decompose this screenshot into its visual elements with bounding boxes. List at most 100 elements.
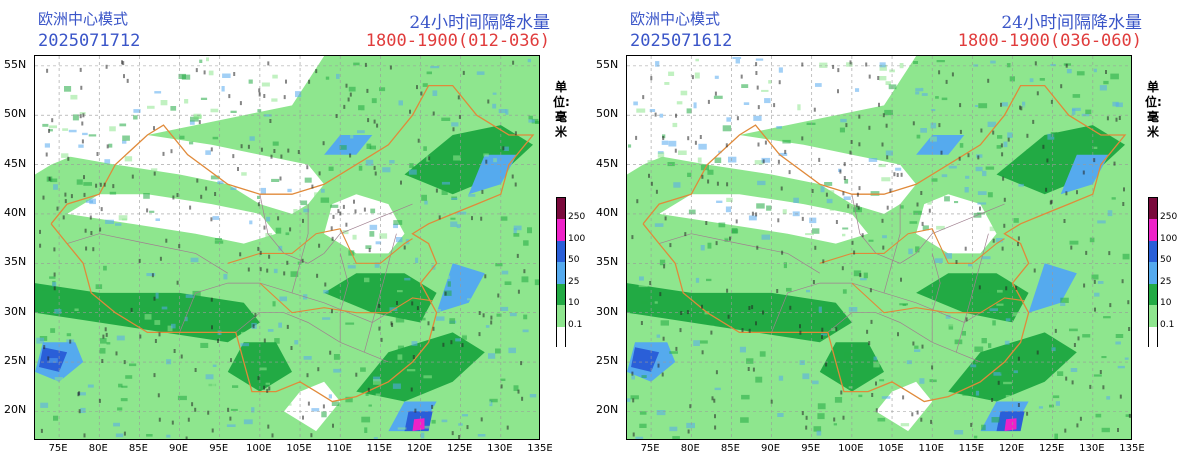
rain-cell: [1093, 374, 1102, 377]
rain-cell: [477, 434, 486, 437]
rain-cell: [1038, 406, 1043, 409]
rain-cell: [1077, 291, 1086, 297]
latitude-tick-label: 55N: [596, 57, 619, 71]
station-marker: [811, 189, 814, 193]
rain-cell: [449, 318, 456, 324]
station-marker: [506, 425, 509, 430]
rain-cell: [627, 398, 631, 402]
rain-cell: [210, 108, 219, 113]
station-marker: [354, 209, 357, 214]
rain-cell: [144, 314, 152, 320]
station-marker: [921, 344, 924, 349]
station-marker: [51, 118, 54, 123]
rain-cell: [212, 382, 220, 388]
station-marker: [306, 373, 309, 378]
rain-cell: [1060, 297, 1069, 303]
rain-cell: [987, 192, 993, 198]
rain-cell: [878, 163, 886, 168]
rain-cell: [369, 224, 378, 230]
rain-cell: [441, 419, 448, 423]
rain-cell: [761, 234, 770, 240]
rain-cell: [819, 62, 828, 68]
rain-cell: [846, 364, 850, 368]
rain-cell: [915, 82, 921, 89]
rain-cell: [350, 134, 354, 139]
station-marker: [466, 425, 469, 430]
rain-cell: [365, 245, 372, 249]
rain-cell: [726, 117, 732, 122]
rain-cell: [1004, 340, 1010, 345]
rain-cell: [528, 274, 536, 277]
station-marker: [1020, 106, 1023, 111]
station-marker: [271, 433, 274, 438]
rain-cell: [981, 256, 991, 260]
rain-cell: [899, 303, 908, 306]
rain-cell: [53, 184, 58, 190]
rain-area-storm: [631, 347, 660, 372]
station-marker: [286, 260, 289, 265]
rain-cell: [495, 263, 503, 267]
station-marker: [115, 351, 118, 356]
rain-cell: [441, 117, 451, 121]
rain-cell: [1003, 141, 1008, 148]
rain-cell: [257, 109, 262, 113]
colorbar-segment: [557, 198, 565, 220]
rain-cell: [934, 258, 943, 263]
station-marker: [840, 390, 843, 395]
station-marker: [194, 407, 197, 412]
dry-area: [35, 56, 148, 116]
station-marker: [938, 70, 941, 75]
rain-cell: [450, 221, 458, 227]
rain-cell: [189, 141, 194, 145]
rain-cell: [493, 158, 497, 163]
station-marker: [332, 423, 334, 428]
rain-cell: [974, 105, 979, 107]
rain-cell: [363, 363, 368, 366]
rain-cell: [200, 97, 208, 100]
station-marker: [83, 433, 86, 438]
rain-cell: [754, 160, 764, 165]
station-marker: [928, 208, 931, 213]
rain-cell: [945, 253, 952, 259]
station-marker: [196, 178, 199, 183]
rain-cell: [1060, 302, 1066, 306]
colorbar-segment: [557, 305, 565, 327]
rain-cell: [120, 398, 128, 402]
station-marker: [100, 207, 103, 212]
rain-cell: [741, 84, 749, 88]
station-marker: [318, 171, 321, 176]
station-marker: [821, 335, 823, 339]
station-marker: [1019, 105, 1021, 110]
station-markers: [39, 60, 526, 439]
rain-cell: [646, 172, 651, 175]
longitude-tick-label: 110E: [326, 443, 352, 454]
station-marker: [920, 417, 923, 422]
graticule: [627, 56, 1131, 439]
station-marker: [40, 428, 43, 433]
rain-cell: [1116, 246, 1124, 252]
rain-cell: [423, 146, 427, 151]
station-marker: [203, 70, 206, 75]
station-marker: [520, 361, 523, 366]
rain-cell: [357, 130, 365, 134]
station-marker: [400, 180, 402, 185]
station-marker: [845, 123, 848, 128]
station-marker: [347, 97, 350, 102]
rain-cell: [1108, 277, 1114, 280]
station-marker: [410, 387, 413, 392]
rain-cell: [48, 358, 58, 363]
rain-cell: [481, 203, 490, 207]
rain-cell: [1050, 132, 1058, 137]
rain-cell: [797, 104, 801, 111]
station-marker: [198, 120, 201, 125]
rain-cell: [1124, 357, 1129, 360]
rain-cell: [393, 220, 403, 225]
rain-cell: [489, 398, 498, 403]
station-marker: [461, 343, 464, 348]
station-marker: [1001, 152, 1004, 157]
rain-cell: [436, 309, 441, 315]
rain-cell: [52, 282, 57, 287]
rain-cell: [668, 140, 677, 147]
rain-cell: [342, 230, 349, 235]
rain-cell: [390, 63, 397, 67]
